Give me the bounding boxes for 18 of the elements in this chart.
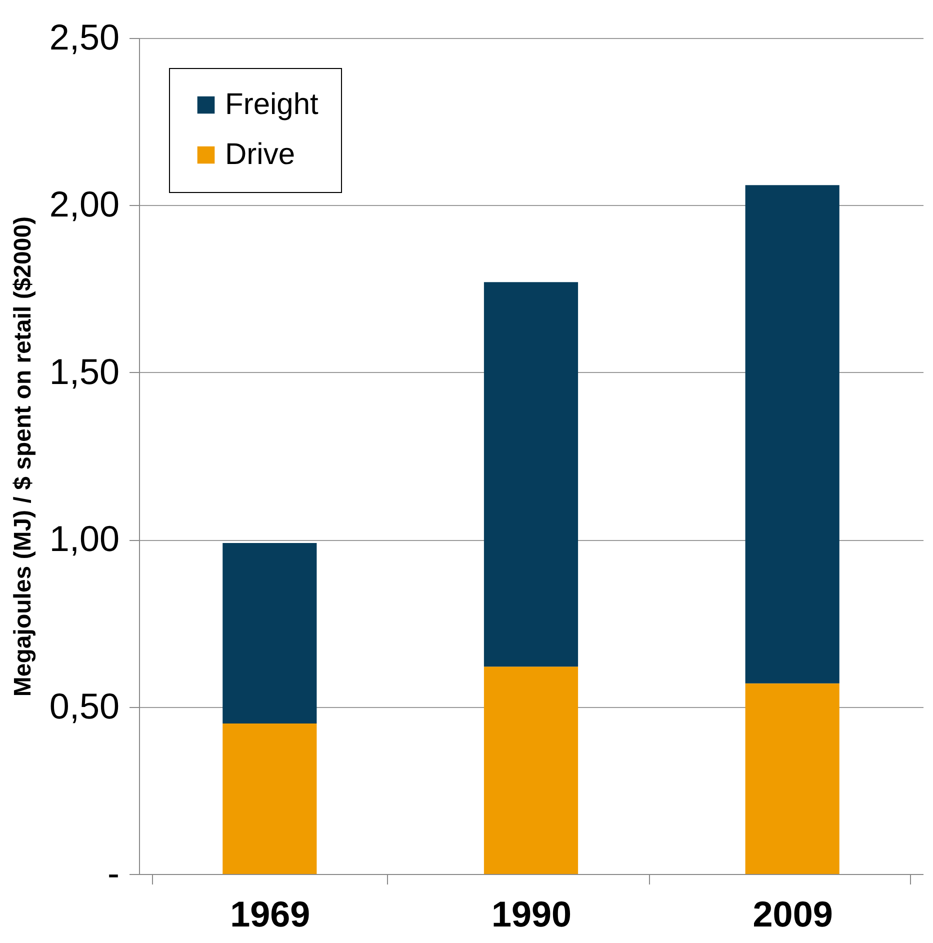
legend-label: Freight <box>225 88 320 121</box>
bar <box>222 724 317 874</box>
bar <box>745 185 840 684</box>
y-axis-title: Megajoules (MJ) / $ spent on retail ($2000) <box>9 216 36 697</box>
x-tick-label: 1990 <box>491 894 572 934</box>
y-tick-label: 2,00 <box>49 184 120 225</box>
y-tick-label: - <box>108 852 120 894</box>
y-tick-label: 0,50 <box>49 685 120 726</box>
y-tick-label: 2,50 <box>49 16 120 58</box>
bar <box>484 666 578 874</box>
bar <box>484 282 578 667</box>
y-tick-label: 1,50 <box>49 350 120 392</box>
x-tick-label: 2009 <box>752 894 833 934</box>
legend-label: Drive <box>225 138 296 171</box>
bar <box>745 683 840 874</box>
bar <box>222 542 317 724</box>
y-tick-label: 1,00 <box>49 518 120 560</box>
x-tick-label: 1969 <box>230 894 310 934</box>
